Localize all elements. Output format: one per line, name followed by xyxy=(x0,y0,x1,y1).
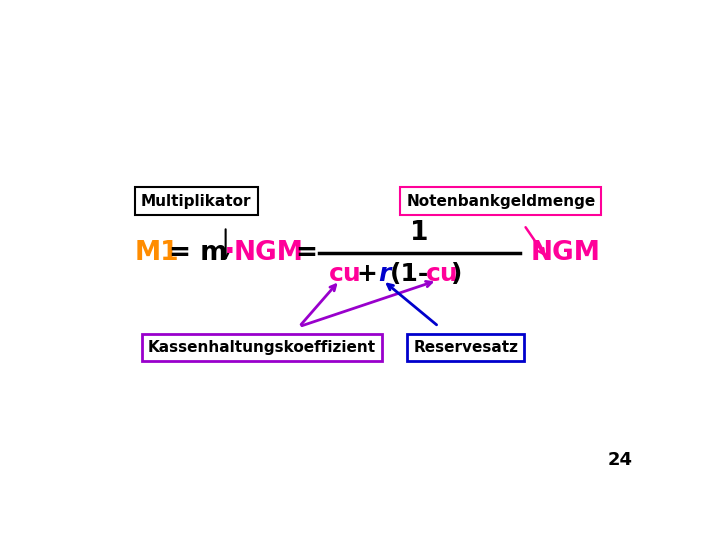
Text: Reservesatz: Reservesatz xyxy=(413,340,518,355)
Text: 1: 1 xyxy=(410,220,428,246)
Text: M1: M1 xyxy=(135,240,179,266)
Text: cu: cu xyxy=(426,262,459,286)
Text: 24: 24 xyxy=(608,451,632,469)
Text: NGM: NGM xyxy=(233,240,303,266)
Text: = m: = m xyxy=(169,240,228,266)
Text: r: r xyxy=(378,262,391,286)
Text: Notenbankgeldmenge: Notenbankgeldmenge xyxy=(406,194,595,208)
Text: cu: cu xyxy=(329,262,361,286)
Text: ): ) xyxy=(451,262,462,286)
Text: ·: · xyxy=(224,238,235,267)
Text: +: + xyxy=(356,262,377,286)
Text: =: = xyxy=(295,240,318,266)
Text: (1-: (1- xyxy=(390,262,429,286)
Text: Multiplikator: Multiplikator xyxy=(141,194,251,208)
Text: NGM: NGM xyxy=(530,240,600,266)
Text: Kassenhaltungskoeffizient: Kassenhaltungskoeffizient xyxy=(148,340,376,355)
